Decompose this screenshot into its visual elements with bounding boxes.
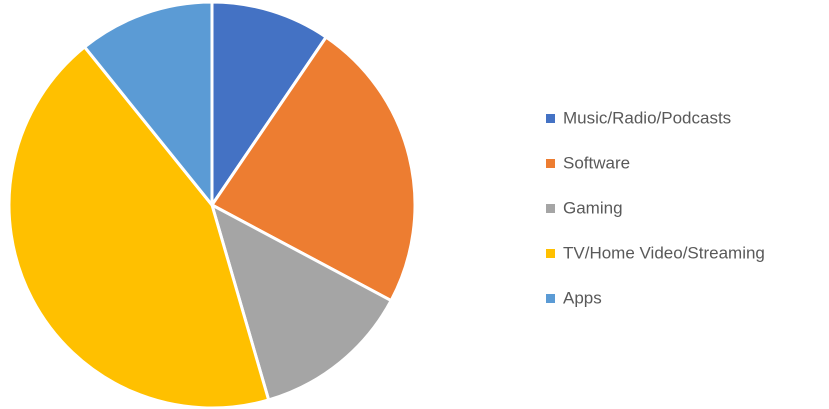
legend-label: TV/Home Video/Streaming [563, 243, 765, 262]
legend-label: Software [563, 153, 630, 172]
legend-label: Gaming [563, 198, 623, 217]
pie-slice [7, 45, 271, 409]
legend-swatch [546, 294, 555, 303]
pie-slice [210, 0, 328, 207]
legend-label: Music/Radio/Podcasts [563, 108, 731, 127]
legend-label: Apps [563, 288, 602, 307]
legend-swatch [546, 204, 555, 213]
pie-slice [210, 35, 417, 303]
pie-slice [83, 0, 214, 207]
legend-swatch [546, 114, 555, 123]
pie-slice [210, 203, 393, 402]
legend-swatch [546, 159, 555, 168]
legend-swatch [546, 249, 555, 258]
